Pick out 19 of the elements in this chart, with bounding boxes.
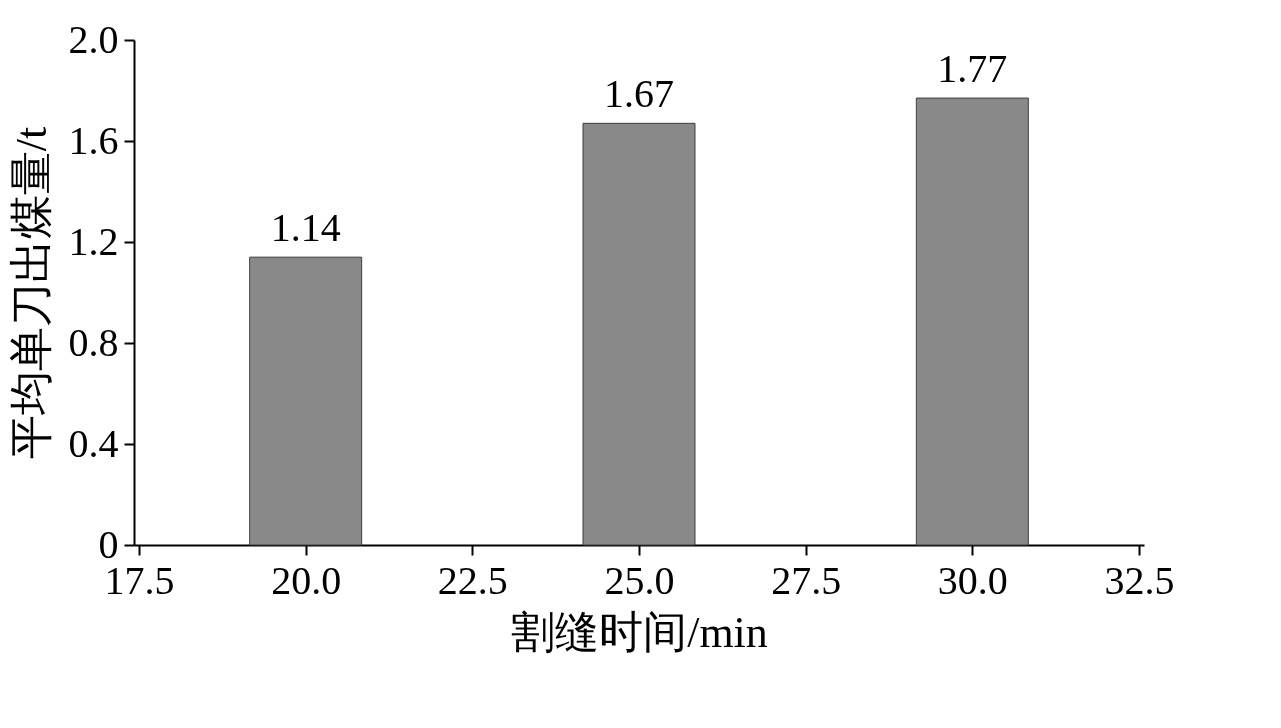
data-label: 1.67 xyxy=(604,71,674,117)
x-axis-title: 割缝时间/min xyxy=(511,607,768,657)
x-tick-label: 20.0 xyxy=(271,557,342,603)
data-label: 1.77 xyxy=(937,46,1008,92)
y-tick-label: 1.2 xyxy=(68,218,119,264)
y-tick-label: 0.4 xyxy=(68,420,119,466)
bar xyxy=(249,256,363,546)
bar xyxy=(582,122,696,546)
x-tick-label: 27.5 xyxy=(771,557,842,603)
x-tick-label: 22.5 xyxy=(437,557,508,603)
x-tick-label: 32.5 xyxy=(1104,557,1175,603)
x-tick-label: 30.0 xyxy=(937,557,1008,603)
y-axis-title: 平均单刀出煤量/t xyxy=(6,126,56,460)
bar xyxy=(915,97,1029,546)
data-label: 1.14 xyxy=(270,205,341,251)
y-tick-label: 1.6 xyxy=(68,117,119,163)
y-tick-label: 2.0 xyxy=(68,16,119,62)
y-tick-label: 0.8 xyxy=(68,319,119,365)
x-tick-label: 25.0 xyxy=(604,557,675,603)
